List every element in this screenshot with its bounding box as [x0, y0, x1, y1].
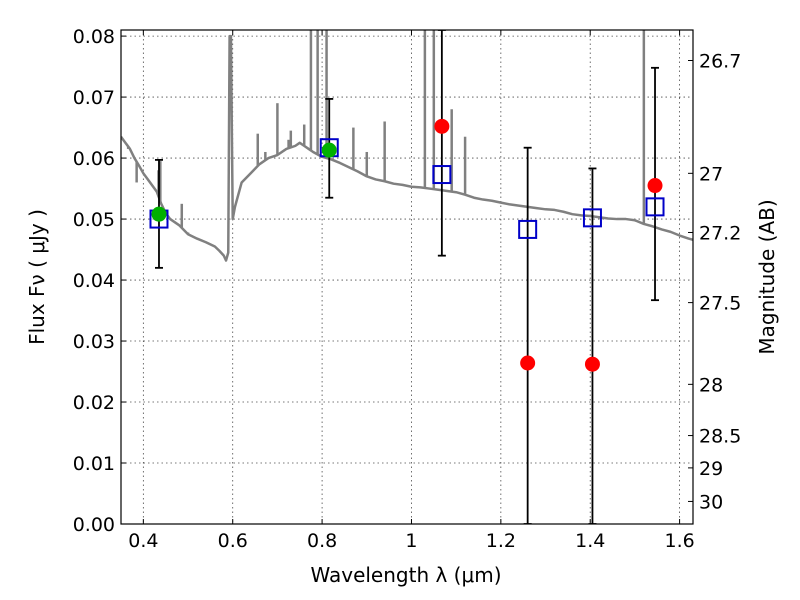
observed-flux-point [584, 356, 600, 372]
axis-ticks: 0.4 0.6 0.8 1 1.2 1.4 1.6 0.00 0.01 0.02 0.03 0.04 0… [73, 26, 742, 552]
right-tick-label: 30 [699, 491, 723, 513]
right-tick-label: 27 [699, 163, 723, 185]
observed-flux-point [520, 355, 536, 371]
right-tick-label: 29 [699, 458, 723, 480]
right-tick-label: 28 [699, 374, 723, 396]
right-tick-label: 27.5 [699, 293, 741, 315]
x-tick-label: 1 [405, 530, 417, 552]
y-tick-label: 0.00 [73, 514, 115, 536]
y-tick-label: 0.02 [73, 392, 115, 414]
x-tick-label: 1.6 [664, 530, 694, 552]
plot-area [121, 30, 693, 524]
template-spectrum-line [121, 34, 693, 262]
right-tick-label: 28.5 [699, 426, 741, 448]
x-tick-label: 1.4 [575, 530, 605, 552]
y-tick-label: 0.06 [73, 148, 115, 170]
model-flux-square [645, 197, 665, 217]
plot-frame [120, 29, 694, 525]
y-tick-label: 0.07 [73, 87, 115, 109]
model-flux-square [432, 165, 452, 185]
observed-flux-point [434, 118, 450, 134]
right-tick-label: 27.2 [699, 222, 741, 244]
x-tick-label: 0.8 [307, 530, 337, 552]
y-tick-label: 0.05 [73, 209, 115, 231]
y-tick-label: 0.01 [73, 453, 115, 475]
model-flux-square [582, 208, 602, 228]
model-flux-square [518, 219, 538, 239]
right-tick-label: 26.7 [699, 50, 741, 72]
right-axis-label: Magnitude (AB) [755, 199, 779, 354]
observed-flux-point [647, 178, 663, 194]
x-axis-label: Wavelength λ (μm) [310, 563, 501, 587]
y-axis-label: Flux Fν ( μJy ) [25, 209, 49, 345]
x-tick-label: 0.4 [128, 530, 158, 552]
y-tick-label: 0.04 [73, 270, 115, 292]
y-tick-label: 0.08 [73, 26, 115, 48]
x-tick-label: 1.2 [486, 530, 516, 552]
observed-flux-point [151, 206, 167, 222]
y-tick-label: 0.03 [73, 331, 115, 353]
x-tick-label: 0.6 [218, 530, 248, 552]
observed-flux-point [321, 142, 337, 158]
grid-lines [121, 30, 693, 525]
